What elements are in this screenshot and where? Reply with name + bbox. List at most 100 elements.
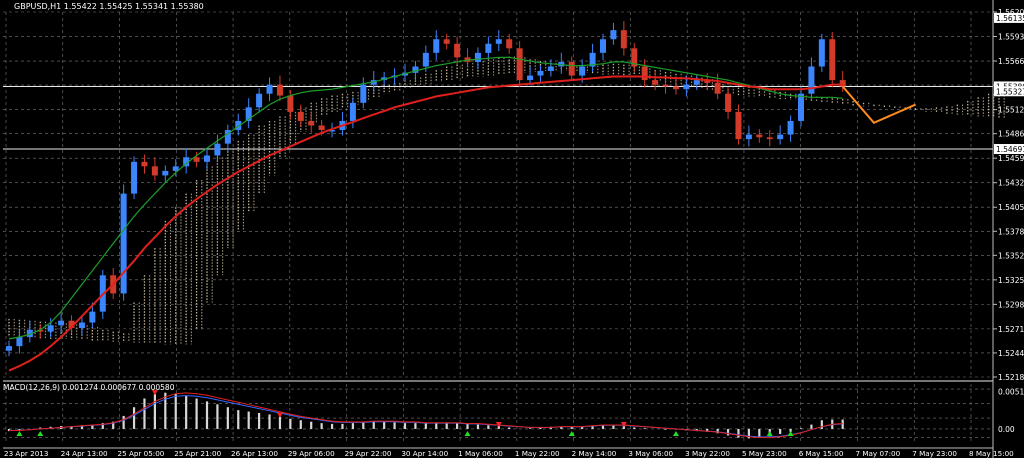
candle-body	[360, 84, 367, 103]
ma-fast-line	[8, 56, 843, 340]
projection-line	[841, 85, 916, 125]
arrow-down-icon	[151, 390, 158, 396]
price-tick-label: 1.55660	[998, 57, 1024, 66]
candle-body	[235, 120, 242, 131]
macd-label: MACD(12,26,9) 0.001274 0.000677 0.000580	[3, 383, 175, 392]
candle-body	[89, 311, 96, 323]
candle-body	[777, 134, 784, 140]
candle-body	[131, 161, 138, 194]
candle-body	[568, 61, 575, 76]
price-tick-label: 1.55930	[998, 33, 1024, 42]
moving-averages	[8, 56, 843, 372]
candle-body	[256, 93, 263, 108]
chart-grid	[3, 11, 993, 442]
price-tick-label: 1.54860	[998, 130, 1024, 139]
time-tick-label: 5 May 23:00	[742, 449, 787, 458]
macd-tick-label: 0.005184	[998, 387, 1024, 396]
candle-body	[68, 320, 75, 328]
candle-body	[704, 80, 711, 83]
projection-line	[841, 85, 916, 125]
candle-body	[683, 84, 690, 90]
time-tick-label: 1 May 06:00	[458, 449, 503, 458]
candle-body	[349, 102, 356, 121]
candle-body	[547, 66, 554, 72]
candle-body	[287, 95, 294, 112]
candle-body	[443, 39, 450, 44]
arrow-up-icon	[568, 431, 575, 436]
candle-body	[537, 71, 544, 76]
candle-body	[266, 84, 273, 94]
candle-body	[26, 329, 33, 338]
time-tick-label: 25 Apr 21:00	[174, 449, 221, 458]
price-tick-label: 1.56200	[998, 8, 1024, 17]
time-tick-label: 3 May 22:00	[685, 449, 730, 458]
candle-body	[308, 120, 315, 126]
time-tick-label: 29 Apr 06:00	[288, 449, 335, 458]
candle-body	[745, 134, 752, 140]
arrow-up-icon	[37, 431, 44, 436]
arrow-up-icon	[672, 431, 679, 436]
candle-body	[58, 320, 65, 326]
price-tick-label: 1.52980	[998, 300, 1024, 309]
candle-body	[818, 39, 825, 67]
candle-body	[735, 111, 742, 140]
candle-body	[839, 80, 846, 87]
candle-body	[6, 346, 12, 351]
price-tick-label: 1.52180	[998, 373, 1024, 382]
candle-body	[318, 125, 325, 131]
price-tick-label: 1.53520	[998, 251, 1024, 260]
price-tick-label: 1.54590	[998, 154, 1024, 163]
candle-body	[474, 52, 481, 62]
candle-body	[506, 39, 513, 49]
candle-body	[422, 52, 429, 67]
time-tick-label: 6 May 15:00	[799, 449, 844, 458]
candle-body	[172, 166, 179, 171]
candle-body	[798, 93, 804, 121]
arrow-up-icon	[787, 431, 794, 436]
candle-body	[527, 75, 534, 81]
macd-tick-label: 0.00	[998, 425, 1015, 434]
price-label-box	[994, 12, 1024, 23]
candle-body	[120, 193, 127, 294]
arrow-up-icon	[464, 431, 471, 436]
candle-body	[589, 52, 596, 67]
price-tick-label: 1.54050	[998, 203, 1024, 212]
candle-body	[756, 134, 763, 138]
candle-body	[276, 84, 283, 96]
price-tick-label: 1.53250	[998, 276, 1024, 285]
time-tick-label: 8 May 15:00	[969, 449, 1014, 458]
candle-body	[641, 66, 648, 81]
candle-body	[193, 157, 200, 162]
candle-body	[516, 48, 523, 81]
candle-body	[787, 120, 794, 135]
candle-body	[485, 43, 492, 53]
candle-body	[297, 111, 304, 121]
candle-body	[808, 66, 815, 94]
chart-axes: 1.562001.559301.556601.553951.551251.548…	[3, 0, 1024, 458]
time-tick-label: 29 Apr 22:00	[345, 449, 392, 458]
time-tick-label: 25 Apr 05:00	[118, 449, 165, 458]
candle-body	[652, 80, 659, 85]
candle-body	[433, 39, 440, 53]
candle-body	[162, 170, 169, 176]
price-label: 1.55327	[996, 87, 1024, 96]
candle-body	[183, 157, 190, 167]
candle-body	[725, 93, 732, 112]
candle-body	[151, 166, 158, 176]
candle-body	[245, 107, 252, 121]
candle-body	[224, 130, 231, 144]
price-tick-label: 1.54320	[998, 179, 1024, 188]
candle-body	[600, 39, 606, 53]
candle-body	[37, 329, 44, 332]
candle-body	[620, 30, 627, 49]
time-tick-label: 2 May 14:00	[572, 449, 617, 458]
chart-title: GBPUSD,H1 1.55422 1.55425 1.55341 1.5538…	[14, 2, 204, 11]
ma-slow-line	[8, 75, 843, 372]
arrow-up-icon	[16, 431, 23, 436]
time-tick-label: 1 May 22:00	[515, 449, 560, 458]
candle-body	[204, 155, 210, 162]
time-tick-label: 7 May 23:00	[912, 449, 957, 458]
candle-body	[454, 43, 461, 58]
candle-body	[329, 130, 336, 132]
